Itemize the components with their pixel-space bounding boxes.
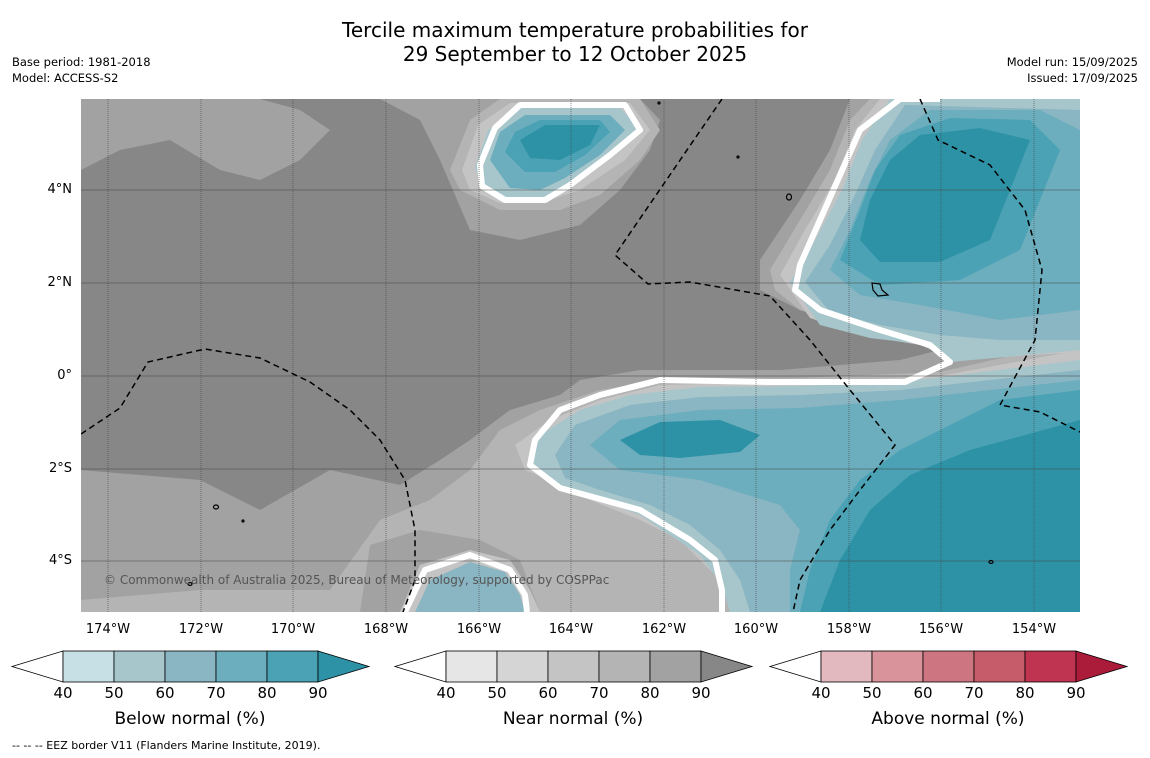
longitude-label: 156°W — [918, 622, 964, 637]
colorbar-segment — [1024, 650, 1077, 683]
below-normal-90-region-southeast — [820, 420, 1080, 612]
longitude-label: 174°W — [85, 622, 131, 637]
colorbar-segment — [820, 650, 873, 683]
eez-border-central — [614, 99, 896, 612]
title-line-1: Tercile maximum temperature probabilitie… — [342, 18, 808, 42]
colorbar-tick: 50 — [487, 684, 507, 702]
below-normal-90-region-east — [860, 128, 1030, 262]
longitude-label: 162°W — [641, 622, 687, 637]
colorbar-tick: 70 — [589, 684, 609, 702]
meta-left: Base period: 1981-2018 Model: ACCESS-S2 — [12, 54, 151, 86]
colorbar-segment — [113, 650, 166, 683]
colorbar-tick: 50 — [862, 684, 882, 702]
colorbar-tick: 40 — [53, 684, 73, 702]
longitude-label: 166°W — [456, 622, 502, 637]
colorbar-tick: 60 — [538, 684, 558, 702]
contour-below-normal-40-east — [527, 99, 953, 612]
longitude-label: 168°W — [363, 622, 409, 637]
colorbar-tick: 70 — [206, 684, 226, 702]
colorbar-segment — [871, 650, 924, 683]
issued-date: Issued: 17/09/2025 — [1027, 71, 1138, 85]
colorbar-segment — [62, 650, 115, 683]
island-outline — [241, 519, 245, 523]
near-normal-80-region-west — [81, 99, 330, 180]
latitude-label: 0° — [57, 368, 72, 383]
colorbar-title: Above normal (%) — [871, 709, 1025, 729]
colorbar-tick: 90 — [691, 684, 711, 702]
map-panel: © Commonwealth of Australia 2025, Bureau… — [81, 99, 1080, 612]
longitude-label: 170°W — [270, 622, 316, 637]
latitude-label: 2°S — [48, 461, 72, 476]
below-normal-90-region-north — [535, 128, 590, 150]
graticule — [81, 99, 1080, 612]
colorbar-min-extension — [768, 650, 822, 683]
colorbar-tick: 40 — [811, 684, 831, 702]
colorbar-tick: 40 — [436, 684, 456, 702]
colorbar-segment — [215, 650, 268, 683]
eez-border-east — [919, 99, 1080, 433]
island-outlines — [187, 101, 994, 587]
colorbar — [768, 650, 1129, 683]
colorbar-segment — [266, 650, 319, 683]
below-normal-50-region-south — [415, 562, 525, 612]
island-outline — [657, 101, 661, 105]
latitude-label: 4°S — [48, 553, 72, 568]
colorbar-segment — [649, 650, 702, 683]
longitude-label: 160°W — [733, 622, 779, 637]
colorbar-title: Near normal (%) — [502, 709, 644, 729]
longitude-label: 158°W — [826, 622, 872, 637]
colorbar-tick: 60 — [913, 684, 933, 702]
colorbar-tick: 90 — [308, 684, 328, 702]
colorbar-tick: 90 — [1066, 684, 1086, 702]
copyright-notice: © Commonwealth of Australia 2025, Bureau… — [104, 573, 609, 587]
colorbar — [10, 650, 371, 683]
colorbar-segment — [496, 650, 549, 683]
colorbar-tick: 70 — [964, 684, 984, 702]
model-run: Model run: 15/09/2025 — [1006, 55, 1138, 69]
colorbar-segment — [547, 650, 600, 683]
colorbar-max-extension — [317, 650, 371, 683]
chart-title: Tercile maximum temperature probabilitie… — [0, 18, 1150, 66]
latitude-label: 2°N — [47, 275, 73, 290]
colorbar-tick: 50 — [104, 684, 124, 702]
island-outline — [871, 282, 890, 297]
colorbar — [393, 650, 754, 683]
longitude-label: 154°W — [1011, 622, 1057, 637]
island-outline — [988, 559, 994, 565]
title-line-2: 29 September to 12 October 2025 — [402, 42, 748, 66]
colorbar-tick: 80 — [1015, 684, 1035, 702]
island-outline — [212, 504, 220, 510]
colorbar-segment — [598, 650, 651, 683]
colorbars — [10, 650, 1129, 683]
eez-footnote: -- -- -- EEZ border V11 (Flanders Marine… — [12, 739, 321, 752]
meta-right: Model run: 15/09/2025 Issued: 17/09/2025 — [1007, 54, 1138, 86]
island-outline — [785, 193, 793, 201]
colorbar-title: Below normal (%) — [114, 709, 266, 729]
island-outline — [187, 581, 193, 587]
model-name: Model: ACCESS-S2 — [12, 71, 119, 85]
colorbar-segment — [973, 650, 1026, 683]
colorbar-segment — [445, 650, 498, 683]
longitude-label: 164°W — [548, 622, 594, 637]
contour-below-normal-40-south — [402, 552, 530, 612]
colorbar-tick: 80 — [257, 684, 277, 702]
colorbar-tick: 80 — [640, 684, 660, 702]
eez-border-west — [81, 348, 416, 612]
below-normal-80-region — [620, 420, 760, 458]
colorbar-segment — [922, 650, 975, 683]
colorbar-max-extension — [1075, 650, 1129, 683]
island-outline — [736, 155, 740, 159]
contour-below-normal-40-north — [477, 102, 643, 203]
base-period: Base period: 1981-2018 — [12, 55, 151, 69]
colorbar-max-extension — [700, 650, 754, 683]
colorbar-segment — [164, 650, 217, 683]
longitude-label: 172°W — [178, 622, 224, 637]
colorbar-min-extension — [393, 650, 447, 683]
colorbar-tick: 60 — [155, 684, 175, 702]
colorbar-min-extension — [10, 650, 64, 683]
latitude-label: 4°N — [47, 182, 73, 197]
